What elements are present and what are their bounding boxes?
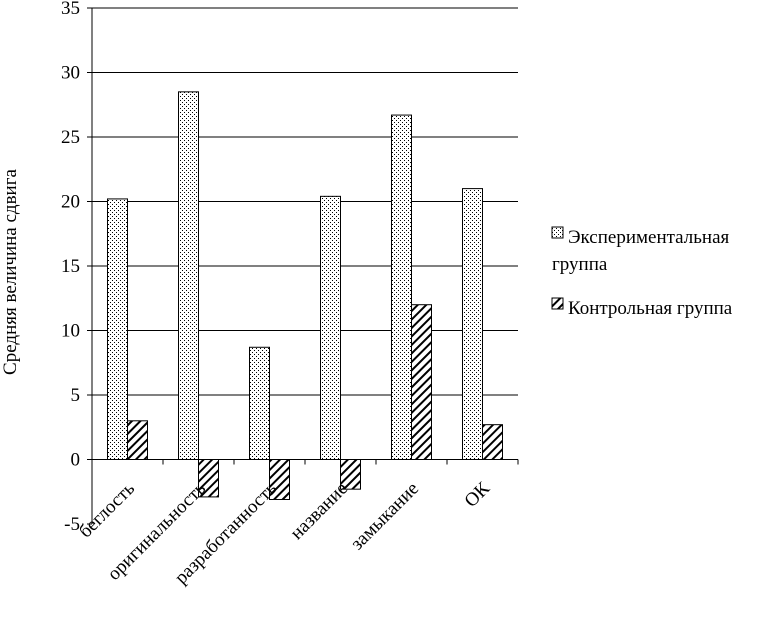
legend-label: группа bbox=[552, 254, 608, 275]
bar-control bbox=[482, 424, 503, 461]
y-tick-label: 10 bbox=[61, 321, 80, 342]
y-tick-label: 25 bbox=[61, 127, 80, 148]
y-tick-label: 15 bbox=[61, 256, 80, 277]
axes bbox=[87, 7, 519, 525]
y-tick-label: 20 bbox=[61, 192, 80, 213]
gridlines bbox=[92, 7, 518, 396]
y-tick-label: 30 bbox=[61, 63, 80, 84]
bar-experimental bbox=[391, 114, 412, 460]
category-label: беглость bbox=[75, 478, 139, 542]
category-label: ОК bbox=[461, 478, 495, 512]
legend-label: Экспериментальная bbox=[568, 227, 730, 248]
bar-experimental bbox=[178, 91, 199, 460]
y-tick-label: 5 bbox=[71, 385, 81, 406]
bar-experimental bbox=[320, 195, 341, 460]
bar-experimental bbox=[249, 346, 270, 460]
legend: Экспериментальная группа Контрольная групп… bbox=[551, 226, 733, 319]
y-tick-label: 0 bbox=[71, 450, 81, 471]
y-tick-label: -5 bbox=[64, 514, 80, 535]
legend-swatch bbox=[551, 297, 564, 310]
bars bbox=[107, 91, 503, 500]
legend-label: Контрольная группа bbox=[568, 298, 733, 319]
bar-control bbox=[127, 420, 148, 460]
legend-swatch bbox=[551, 226, 564, 239]
y-tick-label: 35 bbox=[61, 0, 80, 19]
bar-control bbox=[411, 304, 432, 461]
category-label: название bbox=[286, 478, 352, 544]
bar-experimental bbox=[462, 188, 483, 460]
bar-experimental bbox=[107, 198, 128, 460]
y-axis-title: Средняя величина сдвига bbox=[0, 168, 21, 374]
